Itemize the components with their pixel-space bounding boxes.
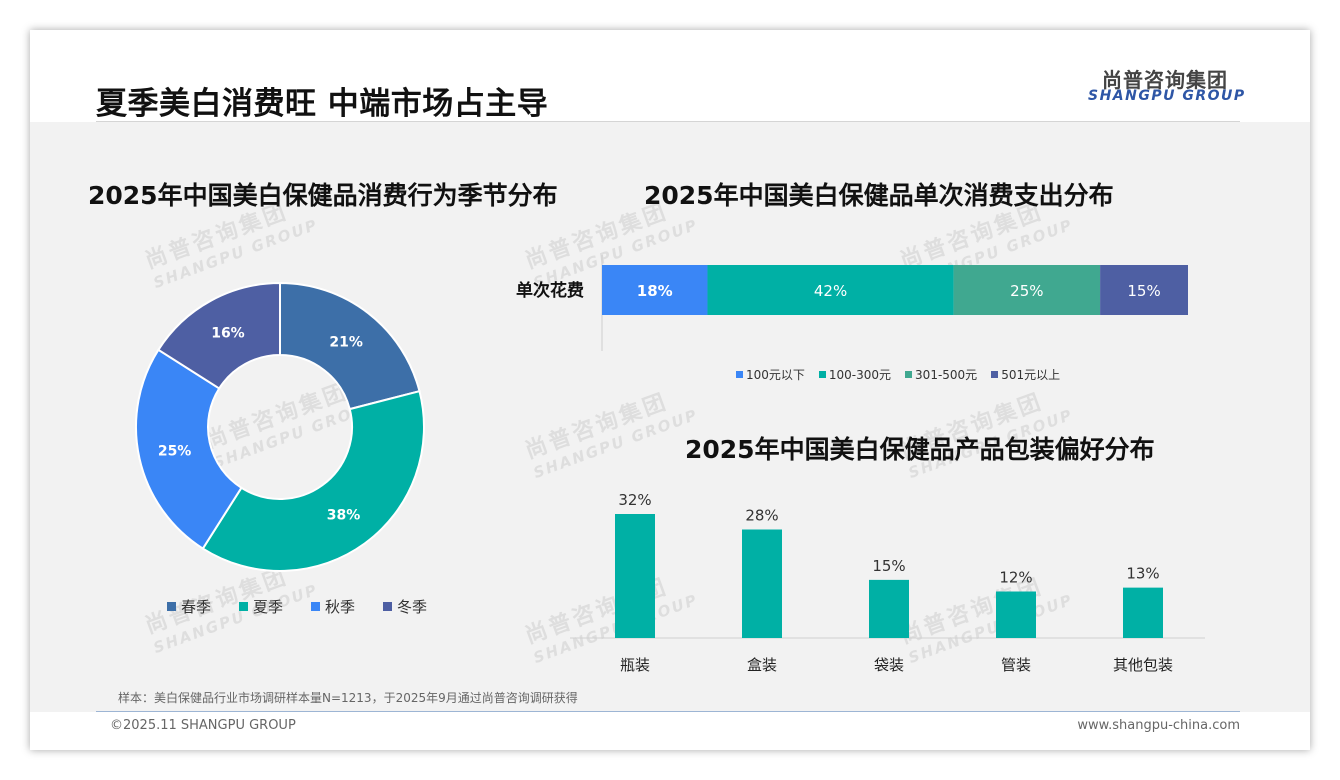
bar: [869, 579, 909, 638]
website: www.shangpu-china.com: [1077, 718, 1240, 733]
legend-swatch: [736, 371, 743, 378]
legend-label: 秋季: [325, 598, 356, 616]
legend-swatch: [239, 602, 249, 611]
season-donut-chart: 21% 38% 25% 16%: [135, 281, 425, 572]
header-divider: [96, 121, 1240, 122]
bar: [996, 591, 1036, 638]
stack-category-label: 单次花费: [516, 280, 584, 301]
stack-segment-label: 18%: [637, 282, 673, 300]
donut-slice: [201, 389, 425, 572]
bar-category-label: 管装: [1001, 656, 1031, 674]
legend-item: 501元以上: [991, 366, 1060, 383]
donut-slice: [157, 281, 281, 390]
legend-swatch: [991, 371, 999, 378]
stack-segment: [707, 265, 954, 315]
legend-item: 夏季: [239, 596, 283, 617]
copyright: ©2025.11 SHANGPU GROUP: [110, 718, 296, 733]
donut-slice: [135, 348, 243, 550]
sample-note: 样本：美白保健品行业市场调研样本量N=1213，于2025年9月通过尚普咨询调研…: [118, 691, 578, 705]
footer-divider: [96, 711, 1240, 712]
slide: 夏季美白消费旺 中端市场占主导 尚普咨询集团 SHANGPU GROUP 尚普咨…: [30, 30, 1310, 750]
season-legend: 春季 夏季 秋季 冬季: [167, 596, 455, 617]
header-band: [30, 30, 1310, 122]
bar-category-label: 其他包装: [1113, 656, 1173, 674]
spending-chart-title: 2025年中国美白保健品单次消费支出分布: [644, 181, 1114, 210]
bar-category-label: 盒装: [747, 656, 777, 674]
packaging-bar-chart: 32% 瓶装 28% 盒装 15% 袋装 12% 管装 13% 其他包装: [570, 491, 1205, 674]
stack-segment-label: 42%: [814, 282, 847, 300]
page-title: 夏季美白消费旺 中端市场占主导: [96, 86, 549, 122]
legend-item: 100-300元: [818, 366, 892, 383]
donut-slice-label: 38%: [327, 507, 361, 523]
bar-value-label: 13%: [1126, 565, 1159, 583]
bar-value-label: 15%: [872, 557, 905, 575]
bar: [615, 514, 655, 638]
stack-segment: [1100, 265, 1188, 315]
bar-value-label: 32%: [618, 491, 651, 509]
season-chart-title: 2025年中国美白保健品消费行为季节分布: [88, 181, 558, 210]
bar: [1123, 587, 1163, 638]
bar-category-label: 瓶装: [620, 656, 650, 674]
stack-segment-label: 15%: [1127, 282, 1160, 300]
legend-swatch: [167, 602, 176, 611]
bar-value-label: 12%: [999, 569, 1032, 587]
legend-label: 夏季: [253, 598, 284, 616]
stack-segment: [602, 265, 708, 315]
logo-chinese: 尚普咨询集团: [1102, 68, 1228, 92]
stack-segment-label: 25%: [1010, 282, 1043, 300]
legend-item: 春季: [167, 596, 211, 617]
legend-item: 冬季: [383, 596, 427, 617]
bar-category-label: 袋装: [874, 656, 904, 674]
bar-value-label: 28%: [745, 507, 778, 525]
legend-label: 301-500元: [915, 368, 978, 382]
legend-item: 100元以下: [736, 366, 805, 383]
bar: [742, 529, 782, 638]
legend-label: 冬季: [397, 598, 428, 616]
donut-slice: [279, 281, 421, 411]
donut-slice-label: 16%: [211, 325, 245, 341]
legend-swatch: [905, 371, 913, 378]
legend-label: 春季: [181, 598, 212, 616]
spending-legend: 100元以下 100-300元 301-500元 501元以上: [736, 366, 1074, 383]
donut-slice-label: 21%: [329, 335, 363, 351]
footer-band: [30, 712, 1310, 750]
legend-label: 501元以上: [1001, 368, 1061, 382]
legend-item: 301-500元: [905, 366, 977, 383]
packaging-chart-title: 2025年中国美白保健品产品包装偏好分布: [685, 435, 1155, 464]
watermark: 尚普咨询集团 SHANGPU GROUP: [522, 389, 701, 482]
donut-slice-label: 25%: [158, 444, 192, 460]
legend-label: 100-300元: [828, 368, 892, 382]
legend-item: 秋季: [311, 596, 355, 617]
spending-stacked-bar-chart: 单次花费 18% 42% 25% 15%: [516, 255, 1188, 351]
legend-label: 100元以下: [746, 368, 805, 382]
stack-segment: [953, 265, 1101, 315]
legend-swatch: [818, 371, 826, 378]
legend-swatch: [311, 602, 321, 611]
watermark: 尚普咨询集团 SHANGPU GROUP: [897, 389, 1076, 482]
legend-swatch: [383, 602, 393, 611]
logo-english: SHANGPU GROUP: [1088, 88, 1246, 104]
